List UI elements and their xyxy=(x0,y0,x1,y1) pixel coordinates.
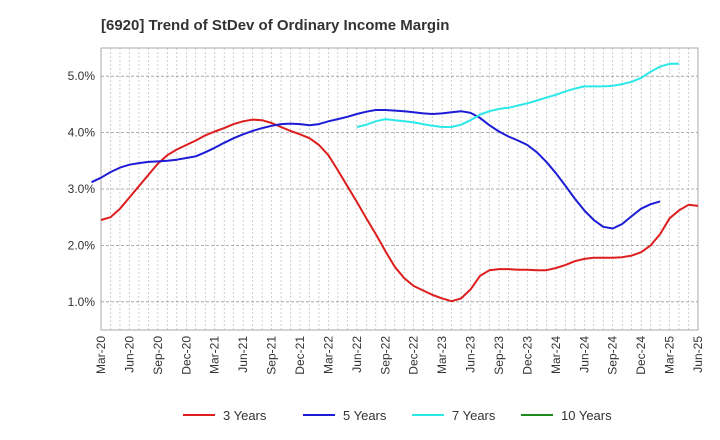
series-lines xyxy=(91,62,699,303)
legend-label: 5 Years xyxy=(343,408,387,423)
x-tick-label: Dec-20 xyxy=(179,336,193,375)
y-tick-label: 1.0% xyxy=(68,295,96,309)
x-tick-label: Sep-21 xyxy=(265,336,279,375)
series-line-3-years xyxy=(100,118,699,303)
y-tick-label: 2.0% xyxy=(68,238,96,252)
x-tick-label: Jun-23 xyxy=(464,336,478,373)
legend: 3 Years 5 Years 7 Years 10 Years xyxy=(183,408,612,423)
x-tick-label: Sep-24 xyxy=(606,336,620,375)
x-tick-label: Sep-23 xyxy=(492,336,506,375)
legend-label: 10 Years xyxy=(561,408,612,423)
axis-ticks: 1.0% 2.0% 3.0% 4.0% 5.0% Mar-20 Jun-20 Sep-20 De… xyxy=(68,69,705,375)
legend-label: 7 Years xyxy=(452,408,496,423)
legend-label: 3 Years xyxy=(223,408,267,423)
x-tick-label: Mar-25 xyxy=(663,336,677,374)
x-tick-label: Jun-20 xyxy=(122,336,136,373)
x-tick-label: Jun-21 xyxy=(236,336,250,373)
chart-title: [6920] Trend of StDev of Ordinary Income… xyxy=(101,17,449,34)
x-tick-label: Mar-22 xyxy=(321,336,335,374)
series-line-5-years xyxy=(91,109,661,230)
x-tick-label: Mar-21 xyxy=(208,336,222,374)
y-tick-label: 4.0% xyxy=(68,126,96,140)
series-line-7-years xyxy=(356,62,679,128)
x-tick-label: Mar-23 xyxy=(435,336,449,374)
gridlines xyxy=(100,48,699,330)
x-tick-label: Sep-20 xyxy=(151,336,165,375)
y-tick-label: 3.0% xyxy=(68,182,96,196)
x-tick-label: Jun-24 xyxy=(577,336,591,373)
x-tick-label: Jun-22 xyxy=(350,336,364,373)
x-tick-label: Dec-21 xyxy=(293,336,307,375)
x-tick-label: Mar-24 xyxy=(549,336,563,374)
x-tick-label: Dec-22 xyxy=(407,336,421,375)
x-tick-label: Dec-23 xyxy=(520,336,534,375)
x-tick-label: Jun-25 xyxy=(691,336,705,373)
x-tick-label: Sep-22 xyxy=(378,336,392,375)
y-tick-label: 5.0% xyxy=(68,69,96,83)
x-tick-label: Mar-20 xyxy=(94,336,108,374)
x-tick-label: Dec-24 xyxy=(634,336,648,375)
